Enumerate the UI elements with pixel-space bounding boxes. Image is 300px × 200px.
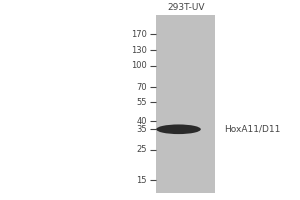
Text: 55: 55: [136, 98, 147, 107]
Text: HoxA11/D11: HoxA11/D11: [224, 125, 281, 134]
Text: 130: 130: [131, 46, 147, 55]
Text: 35: 35: [136, 125, 147, 134]
Text: 293T-UV: 293T-UV: [167, 3, 204, 12]
Text: 70: 70: [136, 83, 147, 92]
Text: 15: 15: [136, 176, 147, 185]
Text: 100: 100: [131, 61, 147, 70]
Ellipse shape: [156, 124, 201, 134]
Text: 25: 25: [136, 145, 147, 154]
Bar: [156, 15, 215, 193]
Text: 40: 40: [136, 117, 147, 126]
Text: 170: 170: [131, 30, 147, 39]
